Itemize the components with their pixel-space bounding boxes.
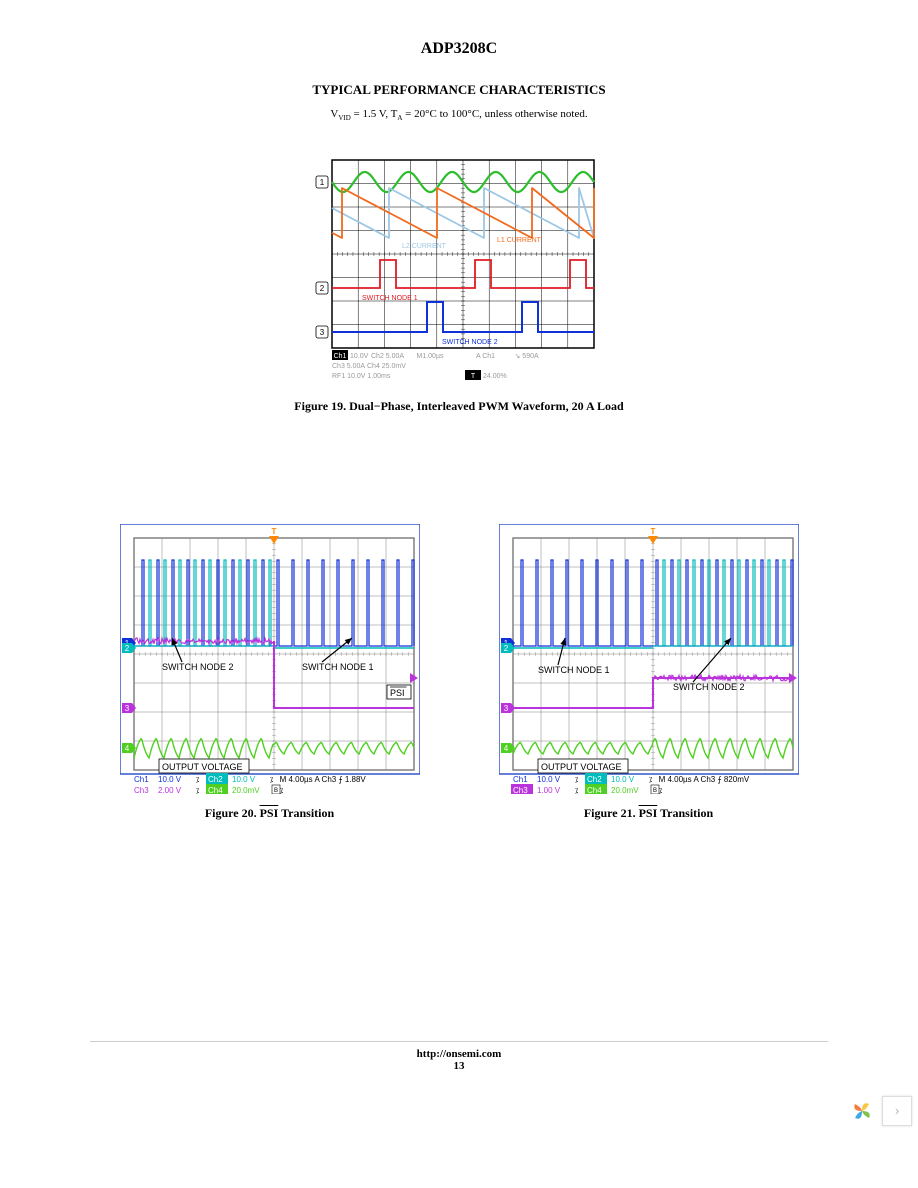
- svg-text:2.00 V: 2.00 V: [158, 786, 182, 794]
- svg-text:M 4.00µs A Ch3 ⨍ 1.88V: M 4.00µs A Ch3 ⨍ 1.88V: [279, 775, 366, 784]
- svg-text:Ch1: Ch1: [513, 775, 528, 784]
- svg-text:⁒: ⁒: [649, 777, 652, 784]
- page-footer: http://onsemi.com 13: [90, 1041, 828, 1072]
- svg-text:10.0 V: 10.0 V: [158, 775, 182, 784]
- svg-text:Ch2 5.00A: Ch2 5.00A: [371, 353, 404, 360]
- svg-text:10.0 V: 10.0 V: [232, 775, 256, 784]
- svg-text:⁒: ⁒: [196, 788, 199, 794]
- footer-pagenum: 13: [90, 1060, 828, 1072]
- scope-fig21: T1234SWITCH NODE 1SWITCH NODE 2OUTPUT VO…: [499, 524, 799, 794]
- svg-text:10.0 V: 10.0 V: [537, 775, 561, 784]
- svg-text:⁒: ⁒: [280, 788, 283, 794]
- svg-text:1.00 V: 1.00 V: [537, 786, 561, 794]
- figures-row: T1234SWITCH NODE 2SWITCH NODE 1PSIOUTPUT…: [90, 524, 828, 821]
- svg-text:T: T: [650, 527, 655, 536]
- svg-text:20.0mV: 20.0mV: [611, 786, 639, 794]
- svg-text:Ch4 25.0mV: Ch4 25.0mV: [367, 363, 406, 370]
- svg-text:4: 4: [124, 744, 129, 753]
- fig21-cap-pre: Figure 21.: [584, 806, 639, 820]
- datasheet-page: ADP3208C TYPICAL PERFORMANCE CHARACTERIS…: [0, 0, 918, 1132]
- fig20-cap-suf: Transition: [278, 806, 334, 820]
- svg-text:B: B: [652, 788, 656, 794]
- svg-text:SWITCH NODE 2: SWITCH NODE 2: [442, 339, 498, 346]
- test-conditions: VVID = 1.5 V, TA = 20°C to 100°C, unless…: [90, 108, 828, 122]
- svg-text:L2 CURRENT: L2 CURRENT: [402, 243, 447, 250]
- fig20-cap-pre: Figure 20.: [205, 806, 260, 820]
- svg-text:Ch3 5.00A: Ch3 5.00A: [332, 363, 365, 370]
- svg-text:T: T: [471, 373, 476, 380]
- svg-text:B: B: [273, 788, 277, 794]
- svg-text:M1.00µs: M1.00µs: [417, 353, 444, 360]
- svg-text:SWITCH NODE 2: SWITCH NODE 2: [673, 682, 745, 692]
- svg-text:2: 2: [320, 284, 325, 293]
- svg-text:2: 2: [124, 644, 129, 653]
- svg-text:Ch4: Ch4: [208, 786, 223, 794]
- cond-sub1: VID: [338, 114, 350, 122]
- svg-text:SWITCH NODE 1: SWITCH NODE 1: [302, 662, 374, 672]
- svg-text:Ch3: Ch3: [513, 786, 528, 794]
- svg-text:⁒: ⁒: [270, 777, 273, 784]
- svg-text:RF1 10.0V 1.00ms: RF1 10.0V 1.00ms: [332, 373, 391, 380]
- fig19-caption: Figure 19. Dual−Phase, Interleaved PWM W…: [90, 399, 828, 414]
- svg-text:SWITCH NODE 1: SWITCH NODE 1: [538, 665, 610, 675]
- fig21-cap-suf: Transition: [657, 806, 713, 820]
- figure-21: T1234SWITCH NODE 1SWITCH NODE 2OUTPUT VO…: [469, 524, 828, 821]
- svg-text:⁒: ⁒: [575, 777, 578, 784]
- scope-fig20: T1234SWITCH NODE 2SWITCH NODE 1PSIOUTPUT…: [120, 524, 420, 794]
- fig21-caption: Figure 21. PSI Transition: [469, 806, 828, 821]
- section-title: TYPICAL PERFORMANCE CHARACTERISTICS: [90, 82, 828, 98]
- fig20-caption: Figure 20. PSI Transition: [90, 806, 449, 821]
- svg-text:1: 1: [320, 178, 325, 187]
- svg-text:20.0mV: 20.0mV: [232, 786, 260, 794]
- figure-19: 1 2 3 L1 CURRENT L2 CURRENT SWITCH NODE 1 SWIT…: [90, 152, 828, 414]
- svg-text:24.00%: 24.00%: [483, 373, 507, 380]
- svg-text:OUTPUT VOLTAGE: OUTPUT VOLTAGE: [541, 762, 622, 772]
- svg-text:L1 CURRENT: L1 CURRENT: [497, 237, 542, 244]
- svg-text:10.0V: 10.0V: [350, 353, 369, 360]
- next-arrow[interactable]: ›: [882, 1096, 912, 1126]
- svg-text:Ch3: Ch3: [134, 786, 149, 794]
- svg-text:3: 3: [320, 328, 325, 337]
- footer-url: http://onsemi.com: [90, 1048, 828, 1060]
- svg-text:A Ch1: A Ch1: [476, 353, 495, 360]
- part-number: ADP3208C: [90, 40, 828, 58]
- svg-text:M 4.00µs A Ch3 ⨍ 820mV: M 4.00µs A Ch3 ⨍ 820mV: [658, 775, 749, 784]
- svg-text:Ch4: Ch4: [587, 786, 602, 794]
- fig21-cap-psi: PSI: [639, 806, 658, 820]
- svg-text:Ch2: Ch2: [587, 775, 602, 784]
- svg-text:2: 2: [503, 644, 508, 653]
- svg-text:Ch1: Ch1: [134, 775, 149, 784]
- svg-text:⁒: ⁒: [196, 777, 199, 784]
- svg-text:SWITCH NODE 1: SWITCH NODE 1: [362, 295, 418, 302]
- svg-text:3: 3: [124, 704, 129, 713]
- nav-widget: ›: [842, 1090, 918, 1132]
- scope-fig19: 1 2 3 L1 CURRENT L2 CURRENT SWITCH NODE 1 SWIT…: [314, 152, 604, 387]
- svg-text:PSI: PSI: [390, 688, 405, 698]
- svg-text:SWITCH NODE 2: SWITCH NODE 2: [162, 662, 234, 672]
- svg-text:OUTPUT VOLTAGE: OUTPUT VOLTAGE: [162, 762, 243, 772]
- cond-mid: = 1.5 V, T: [351, 108, 398, 120]
- svg-text:Ch1: Ch1: [334, 353, 347, 360]
- svg-text:⁒: ⁒: [659, 788, 662, 794]
- svg-text:10.0 V: 10.0 V: [611, 775, 635, 784]
- pinwheel-icon[interactable]: [848, 1097, 876, 1125]
- svg-text:↘ 590A: ↘ 590A: [515, 353, 539, 360]
- fig20-cap-psi: PSI: [260, 806, 279, 820]
- svg-text:3: 3: [503, 704, 508, 713]
- svg-text:4: 4: [503, 744, 508, 753]
- figure-20: T1234SWITCH NODE 2SWITCH NODE 1PSIOUTPUT…: [90, 524, 449, 821]
- svg-text:Ch2: Ch2: [208, 775, 223, 784]
- cond-suffix: = 20°C to 100°C, unless otherwise noted.: [402, 108, 587, 120]
- svg-text:⁒: ⁒: [575, 788, 578, 794]
- svg-text:T: T: [271, 527, 276, 536]
